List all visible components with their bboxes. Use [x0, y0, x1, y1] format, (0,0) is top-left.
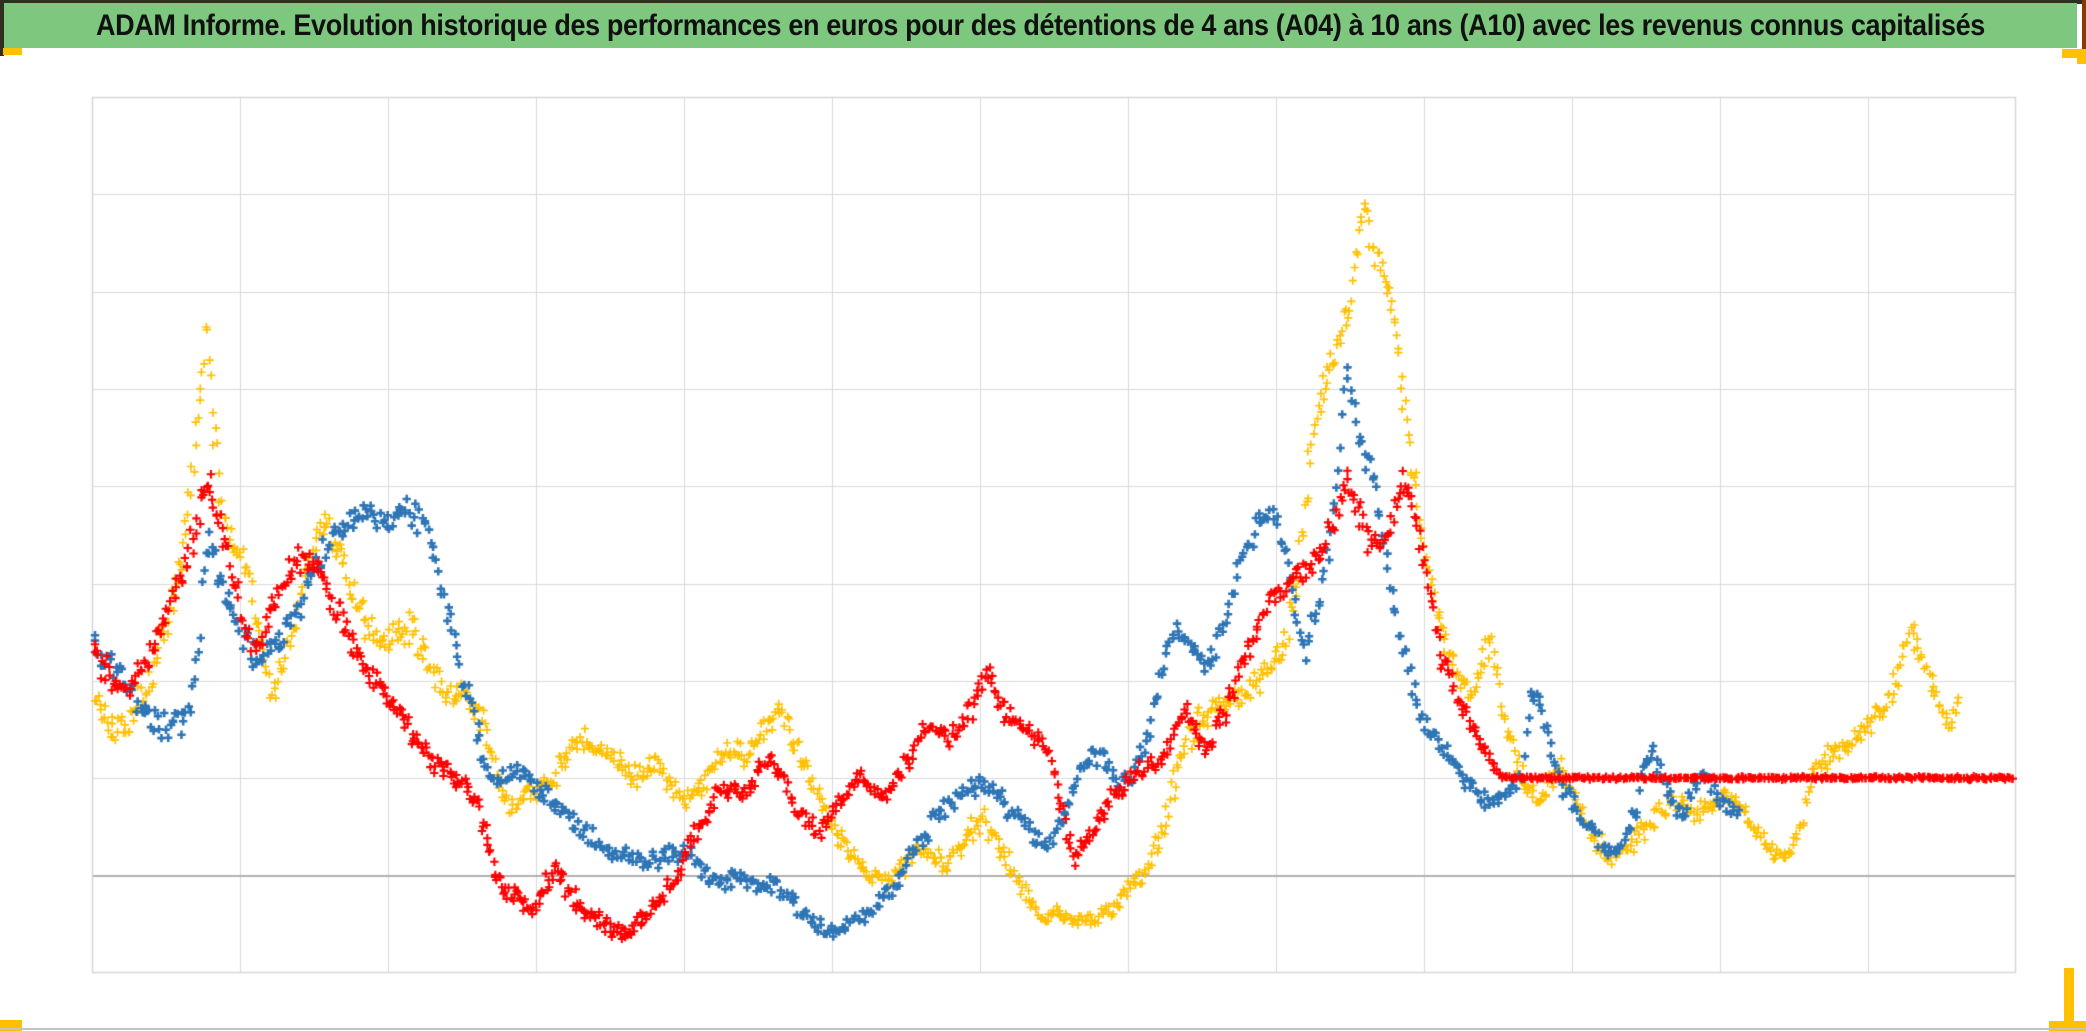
sheet-bottom-line	[0, 1028, 2086, 1030]
